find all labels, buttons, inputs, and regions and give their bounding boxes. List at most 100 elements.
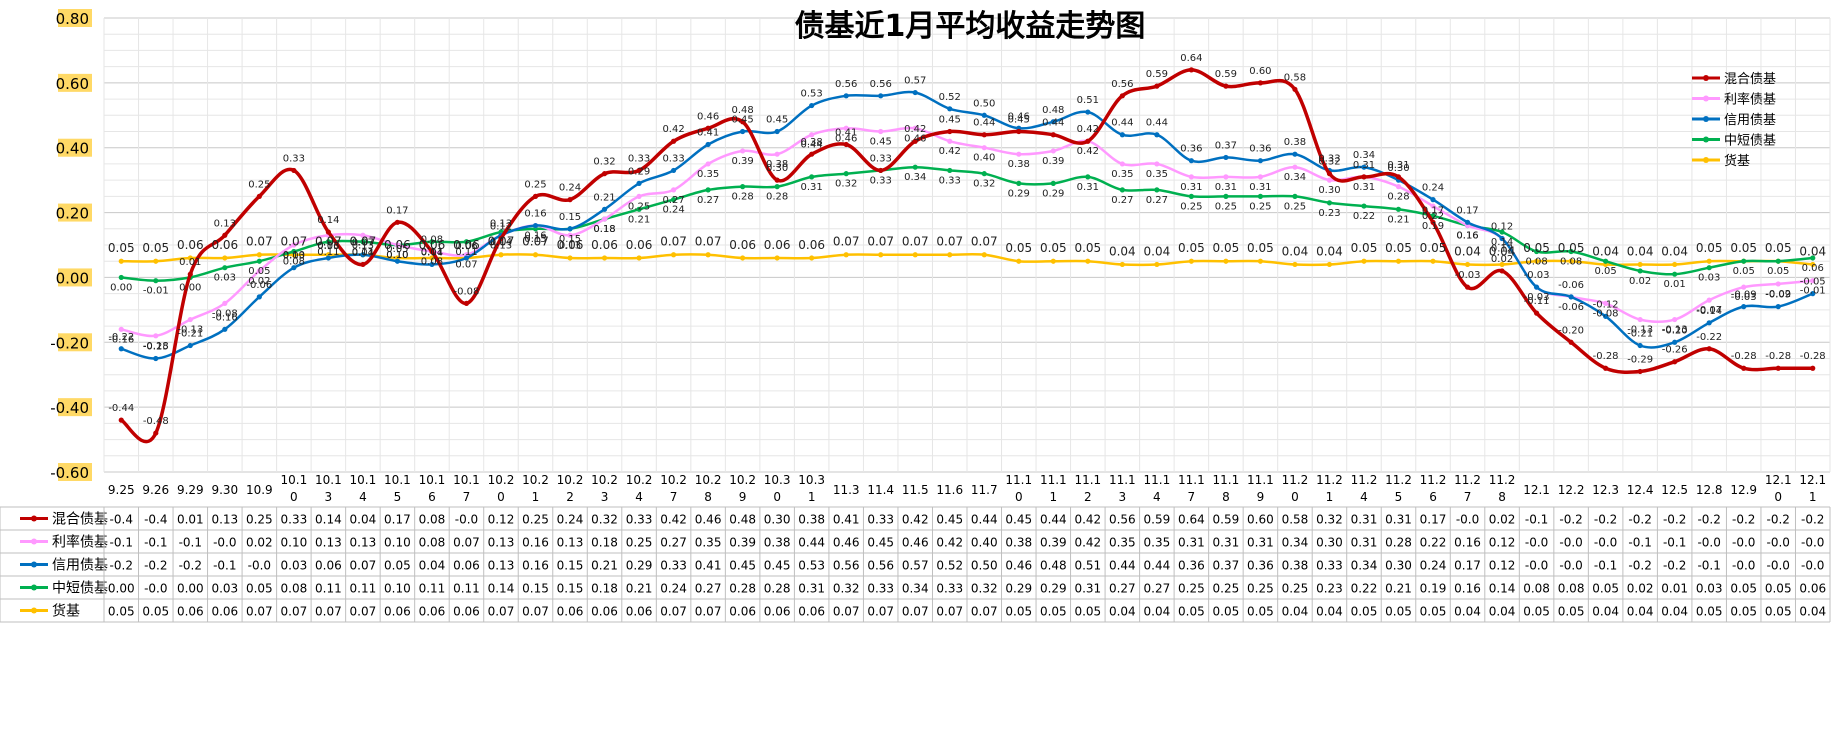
table-cell: 0.06 — [798, 605, 825, 619]
data-point — [670, 197, 677, 203]
table-cell: 0.03 — [1696, 582, 1723, 596]
data-point — [1568, 258, 1574, 264]
table-cell: 0.15 — [557, 582, 584, 596]
table-cell: 0.44 — [798, 536, 825, 550]
data-point — [1533, 284, 1540, 290]
table-cell: 0.31 — [1351, 536, 1378, 550]
data-label: 0.07 — [971, 235, 998, 249]
legend-marker — [1703, 95, 1709, 102]
table-cell: 0.03 — [281, 559, 308, 573]
data-point — [256, 294, 262, 300]
data-point — [567, 232, 573, 238]
data-label: -0.28 — [1593, 351, 1619, 362]
data-point — [878, 128, 884, 135]
x-tick-label: 9 — [1257, 490, 1265, 504]
data-label: 0.36 — [1180, 144, 1202, 155]
x-tick-label: 11.1 — [1109, 473, 1136, 487]
data-point — [636, 180, 642, 186]
grid-lines — [103, 17, 1831, 473]
data-label: 0.31 — [1387, 160, 1409, 171]
data-point — [1223, 258, 1229, 264]
data-point — [1741, 304, 1747, 310]
table-cell: -0.1 — [1697, 559, 1720, 573]
data-point — [1395, 206, 1402, 212]
x-tick-label: 12.1 — [1765, 473, 1792, 487]
table-cell: 0.05 — [1178, 605, 1205, 619]
table-cell: 0.11 — [453, 582, 480, 596]
data-label: 0.46 — [835, 133, 857, 144]
table-cell: 0.35 — [1109, 536, 1136, 550]
data-label: -0.13 — [1662, 325, 1688, 336]
table-cell: 0.16 — [1454, 536, 1481, 550]
x-tick-label: 3 — [325, 490, 333, 504]
table-cell: 0.44 — [1040, 513, 1067, 527]
data-label: 0.21 — [593, 192, 615, 203]
table-row-name: 货基 — [52, 603, 80, 620]
data-label: 0.31 — [801, 182, 823, 193]
data-point — [1706, 265, 1712, 271]
data-point — [670, 187, 677, 193]
data-point — [498, 235, 504, 242]
x-tick-label: 10.2 — [695, 473, 722, 487]
table-cell: 0.07 — [281, 605, 308, 619]
data-label: 0.05 — [1247, 241, 1274, 255]
data-point — [947, 167, 953, 174]
data-label: -0.28 — [1800, 351, 1826, 362]
legend-label: 中短债基 — [1724, 134, 1776, 149]
table-cell: -0.4 — [144, 513, 167, 527]
data-point — [532, 252, 539, 258]
data-point — [532, 222, 539, 229]
data-point — [1050, 258, 1056, 264]
data-point — [222, 255, 228, 261]
data-point — [360, 261, 366, 268]
x-tick-label: 0 — [1774, 490, 1782, 504]
data-point — [1464, 219, 1471, 225]
data-point — [843, 171, 849, 177]
data-label: -0.16 — [212, 312, 238, 323]
x-tick-label: 12.5 — [1661, 483, 1688, 497]
x-tick-label: 0 — [497, 490, 505, 504]
table-cell: 0.14 — [315, 513, 342, 527]
data-point — [601, 206, 608, 212]
table-cell: 0.18 — [591, 582, 618, 596]
table-cell: 0.05 — [1247, 605, 1274, 619]
data-point — [774, 177, 780, 183]
data-point — [1672, 359, 1678, 365]
table-cell: 0.07 — [695, 605, 722, 619]
table-cell: 0.41 — [695, 559, 722, 573]
data-label: 0.18 — [593, 224, 615, 235]
x-tick-label: 10.1 — [419, 473, 446, 487]
table-cell: 0.04 — [1144, 605, 1171, 619]
data-label: 0.64 — [1180, 53, 1202, 64]
x-tick-label: 4 — [1360, 490, 1368, 504]
data-label: 0.05 — [1213, 241, 1240, 255]
data-label: 0.44 — [973, 118, 995, 129]
table-cell: -0.0 — [1801, 559, 1824, 573]
x-tick-label: 1 — [1809, 490, 1817, 504]
data-label: 0.25 — [628, 201, 650, 212]
x-tick-label: 10.1 — [350, 473, 377, 487]
table-cell: 0.31 — [1213, 536, 1240, 550]
data-label: 0.13 — [490, 218, 512, 229]
x-tick-label: 10.2 — [660, 473, 687, 487]
data-label: 0.08 — [421, 256, 443, 267]
table-cell: 0.33 — [281, 513, 308, 527]
y-tick-background — [58, 73, 92, 92]
data-point — [1603, 313, 1609, 319]
data-label: 0.35 — [1146, 169, 1168, 180]
data-label: 0.42 — [1077, 124, 1099, 135]
x-tick-label: 1 — [808, 490, 816, 504]
x-tick-label: 5 — [394, 490, 402, 504]
table-cell: 0.32 — [833, 582, 860, 596]
table-cell: -0.0 — [1559, 536, 1582, 550]
table-cell: 0.07 — [453, 536, 480, 550]
table-row-name: 信用债基 — [52, 557, 108, 574]
table-cell: 0.03 — [211, 582, 238, 596]
table-cell: 0.05 — [1696, 605, 1723, 619]
data-label: 0.25 — [1249, 201, 1271, 212]
data-point — [256, 268, 262, 274]
data-point — [1154, 187, 1160, 193]
table-cell: 0.04 — [1661, 605, 1688, 619]
data-label: 0.25 — [1180, 201, 1202, 212]
x-tick-label: 2 — [566, 490, 574, 504]
